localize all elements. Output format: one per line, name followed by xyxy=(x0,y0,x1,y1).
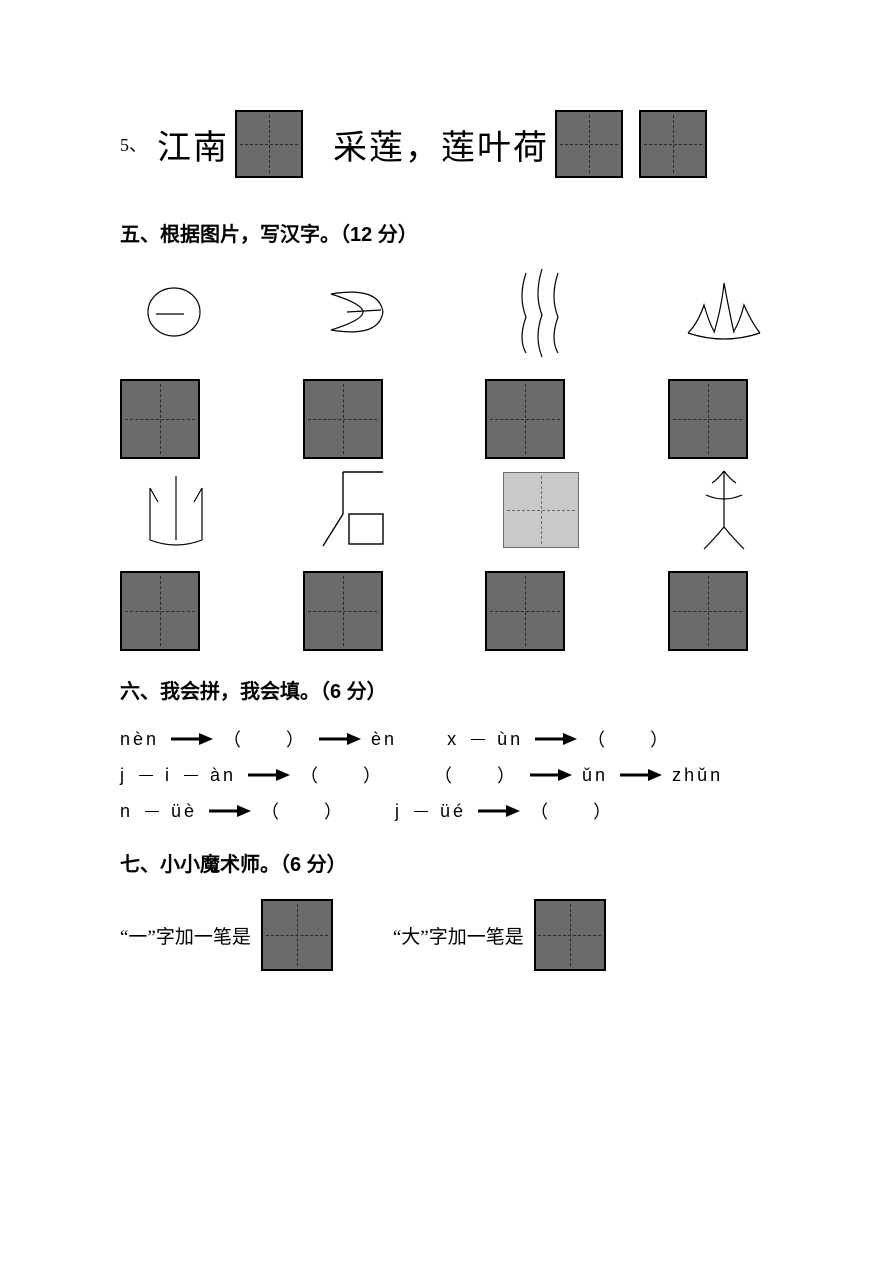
answer-box-row-1 xyxy=(120,379,780,459)
pinyin-segment: x xyxy=(447,729,459,750)
pictograph-mountain xyxy=(120,467,233,553)
section-6-title: 六、我会拼，我会填。（6 分） xyxy=(120,675,782,704)
answer-box[interactable] xyxy=(668,379,748,459)
section-7-title: 七、小小魔术师。（6 分） xyxy=(120,848,782,877)
q5-number: 5、 xyxy=(120,131,147,157)
arrow-icon xyxy=(246,768,290,782)
pinyin-segment: ùn xyxy=(497,729,523,750)
dash-icon xyxy=(145,811,159,812)
pinyin-row: nèn （ ） èn x ùn （ ） xyxy=(120,726,782,752)
pinyin-segment: j xyxy=(395,801,402,822)
answer-box[interactable] xyxy=(303,379,383,459)
pictograph-field xyxy=(485,467,598,553)
arrow-icon xyxy=(533,732,577,746)
pinyin-segment: （ ） xyxy=(434,762,518,788)
answer-box[interactable] xyxy=(555,110,623,178)
pinyin-segment: üè xyxy=(171,801,197,822)
light-box xyxy=(503,472,579,548)
pinyin-segment: （ ） xyxy=(261,798,345,824)
pinyin-block: nèn （ ） èn x ùn （ ） j i àn （ ） （ ） ǔn zhǔn n üè （ ） j üé （… xyxy=(120,726,782,824)
pinyin-segment: èn xyxy=(371,729,397,750)
pictograph-moon xyxy=(303,269,416,355)
answer-box[interactable] xyxy=(668,571,748,651)
pictograph-row-2 xyxy=(120,467,780,553)
pinyin-segment: j xyxy=(120,765,127,786)
dash-icon xyxy=(139,775,153,776)
pinyin-segment: ǔn xyxy=(582,765,608,786)
section-5-title: 五、根据图片，写汉字。（12 分） xyxy=(120,218,782,247)
answer-box[interactable] xyxy=(485,571,565,651)
pictograph-water xyxy=(485,269,598,355)
dash-icon xyxy=(184,775,198,776)
answer-box[interactable] xyxy=(639,110,707,178)
pinyin-segment: （ ） xyxy=(223,726,307,752)
answer-box[interactable] xyxy=(485,379,565,459)
pinyin-segment: zhǔn xyxy=(672,765,723,786)
answer-box-row-2 xyxy=(120,571,780,651)
pinyin-segment: （ ） xyxy=(530,798,614,824)
pinyin-segment: （ ） xyxy=(587,726,671,752)
arrow-icon xyxy=(528,768,572,782)
answer-box[interactable] xyxy=(261,899,333,971)
pictograph-sun xyxy=(120,269,233,355)
answer-box[interactable] xyxy=(534,899,606,971)
dash-icon xyxy=(471,739,485,740)
arrow-icon xyxy=(207,804,251,818)
pinyin-row: n üè （ ） j üé （ ） xyxy=(120,798,782,824)
arrow-icon xyxy=(476,804,520,818)
pictograph-stone xyxy=(303,467,416,553)
pinyin-segment: i xyxy=(165,765,172,786)
pictograph-row-1 xyxy=(120,269,780,355)
arrow-icon xyxy=(317,732,361,746)
question-5-row: 5、 江南 采莲，莲叶荷 xyxy=(120,110,782,178)
q5-text-a: 江南 xyxy=(157,120,229,169)
arrow-icon xyxy=(618,768,662,782)
q7-text-b: “大”字加一笔是 xyxy=(393,922,524,949)
answer-box[interactable] xyxy=(303,571,383,651)
q7-text-a: “一”字加一笔是 xyxy=(120,922,251,949)
pinyin-segment: nèn xyxy=(120,729,159,750)
pinyin-segment: n xyxy=(120,801,133,822)
pinyin-segment: àn xyxy=(210,765,236,786)
dash-icon xyxy=(414,811,428,812)
pinyin-segment: （ ） xyxy=(300,762,384,788)
answer-box[interactable] xyxy=(120,379,200,459)
pinyin-segment: üé xyxy=(440,801,466,822)
answer-box[interactable] xyxy=(120,571,200,651)
question-7-row: “一”字加一笔是 “大”字加一笔是 xyxy=(120,899,782,971)
pictograph-fire xyxy=(668,269,781,355)
arrow-icon xyxy=(169,732,213,746)
q5-text-b: 采莲，莲叶荷 xyxy=(333,120,549,169)
pictograph-grain xyxy=(668,467,781,553)
pinyin-row: j i àn （ ） （ ） ǔn zhǔn xyxy=(120,762,782,788)
answer-box[interactable] xyxy=(235,110,303,178)
